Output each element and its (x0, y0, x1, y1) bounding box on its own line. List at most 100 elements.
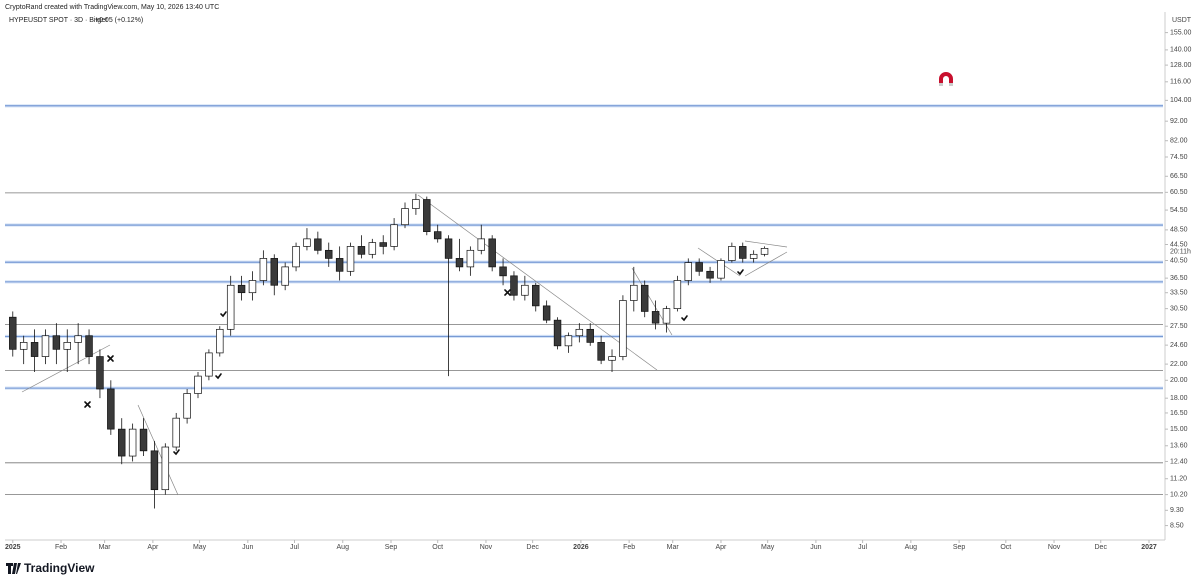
y-tick-label: 54.50 (1170, 207, 1188, 214)
trend-line (21, 344, 111, 393)
x-mark (504, 289, 511, 296)
candle-body (662, 308, 671, 324)
x-tick-label: Aug (905, 544, 918, 551)
candle-body (564, 335, 573, 347)
trend-line (744, 240, 788, 248)
y-tick-label: 155.00 (1170, 29, 1192, 36)
magnet-tip (949, 83, 953, 86)
logo-icon (6, 563, 21, 574)
y-tick-label: 22.00 (1170, 361, 1188, 368)
x-tick-label: 2025 (5, 544, 21, 551)
x-tick-label: Nov (480, 544, 493, 551)
candle-body (30, 342, 39, 357)
candle-body (630, 284, 638, 301)
candle-body (760, 248, 769, 255)
x-tick-label: Feb (623, 544, 635, 551)
candle-body (390, 224, 398, 247)
candle-body (477, 238, 486, 251)
x-tick-label: Oct (1000, 544, 1011, 551)
candle-body (575, 328, 584, 337)
candle-body (728, 246, 736, 261)
x-tick-label: 2026 (573, 544, 589, 551)
y-tick-label: 24.60 (1170, 342, 1188, 349)
candle-body (194, 375, 202, 394)
candle-body (281, 266, 289, 286)
y-tick-label: 82.00 (1170, 138, 1188, 145)
candle-body (717, 260, 725, 279)
candle-body (597, 342, 605, 361)
x-tick-label: Jul (858, 544, 867, 551)
candle-body (314, 238, 322, 251)
check-mark (215, 373, 222, 380)
y-tick-label: 18.00 (1170, 395, 1188, 402)
candle-body (412, 199, 420, 209)
y-tick-label: 13.60 (1170, 443, 1188, 450)
candle-body (423, 199, 431, 232)
y-tick-label: 10.20 (1170, 491, 1188, 498)
check-mark (737, 269, 744, 276)
candle-body (640, 284, 649, 312)
candle-body (19, 342, 28, 350)
candle-body (237, 284, 246, 294)
y-tick-label: 104.00 (1170, 97, 1192, 104)
x-tick-label: May (761, 544, 775, 551)
x-tick-label: Jul (290, 544, 299, 551)
candle-body (205, 352, 213, 377)
candle-body (118, 428, 126, 457)
x-tick-label: Mar (667, 544, 680, 551)
change-line: +0.05 (+0.12%) (95, 17, 143, 24)
candle-body (107, 388, 115, 430)
x-tick-label: Jun (242, 544, 253, 551)
x-tick-label: Feb (55, 544, 67, 551)
y-tick-label: 66.50 (1170, 173, 1188, 180)
candle-body (706, 270, 714, 279)
magnet-icon (939, 72, 953, 85)
logo-text: TradingView (24, 561, 95, 575)
trend-line (417, 194, 658, 371)
y-tick-label: 33.50 (1170, 290, 1188, 297)
symbol-line: HYPEUSDT SPOT · 3D · Bitget (9, 17, 107, 24)
candle-body (248, 280, 257, 294)
candle-body (651, 311, 660, 324)
levels (5, 104, 1163, 496)
y-tick-label: 11.20 (1170, 476, 1187, 483)
y-tick-label: 15.00 (1170, 426, 1188, 433)
y-tick-label: 30.50 (1170, 305, 1188, 312)
candle-body (368, 242, 377, 255)
candle-body (139, 428, 148, 452)
candles (9, 193, 769, 509)
candle-body (303, 238, 311, 247)
candle-body (673, 280, 682, 309)
candle-body (521, 284, 529, 296)
y-tick-label: 140.00 (1170, 47, 1192, 54)
candle-body (749, 253, 758, 259)
candle-body (488, 238, 496, 268)
x-mark (107, 355, 114, 362)
candle-body (357, 246, 366, 255)
candle-body (226, 284, 235, 330)
author-line: CryptoRand created with TradingView.com,… (5, 4, 219, 11)
magnet-tip (939, 83, 943, 86)
x-tick-label: Aug (337, 544, 350, 551)
candle-body (619, 300, 627, 357)
x-tick-label: Apr (716, 544, 728, 551)
candle-body (74, 335, 82, 343)
candle-body (325, 249, 333, 259)
x-tick-label: Sep (953, 544, 966, 551)
candle-body (695, 262, 703, 272)
candle-body (335, 258, 344, 272)
y-tick-label: 20.00 (1170, 377, 1188, 384)
x-tick-label: Mar (99, 544, 112, 551)
x-tick-label: May (193, 544, 207, 551)
candle-body (466, 249, 475, 268)
candle-body (455, 258, 464, 268)
x-tick-label: Dec (526, 544, 539, 551)
y-tick-label: 8.50 (1170, 522, 1184, 529)
x-tick-label: Oct (432, 544, 443, 551)
x-tick-label: Nov (1048, 544, 1061, 551)
candle-body (216, 328, 224, 354)
candle-body (608, 356, 616, 361)
axis-unit: USDT (1172, 17, 1192, 24)
